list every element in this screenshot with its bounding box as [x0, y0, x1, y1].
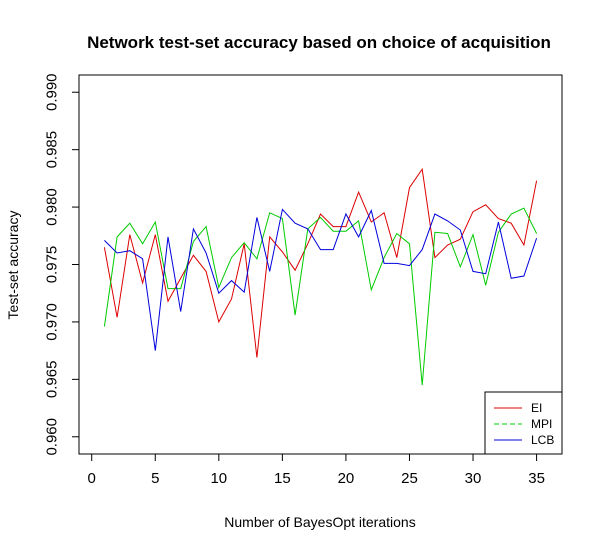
legend-box [484, 391, 563, 455]
chart-title: Network test-set accuracy based on choic… [87, 33, 551, 52]
y-tick-label: 0.960 [44, 418, 61, 456]
y-tick-label: 0.985 [44, 131, 61, 169]
y-tick-label: 0.990 [44, 73, 61, 111]
x-tick-label: 35 [528, 470, 545, 487]
x-tick-label: 10 [210, 470, 227, 487]
y-tick-label: 0.980 [44, 188, 61, 226]
series-line-lcb [104, 208, 538, 351]
x-tick-label: 20 [338, 470, 355, 487]
legend-label-ei: EI [531, 401, 542, 415]
legend-label-mpi: MPI [531, 417, 552, 431]
x-axis-ticks: 0 5 10 15 20 25 30 35 [88, 454, 545, 487]
y-tick-label: 0.975 [44, 246, 61, 284]
legend-label-lcb: LCB [531, 433, 554, 447]
series-lines [103, 167, 538, 386]
y-axis-title: Test-set accuracy [5, 211, 21, 320]
x-tick-label: 25 [401, 470, 418, 487]
y-tick-label: 0.970 [44, 303, 61, 341]
y-axis-ticks: 0.960 0.965 0.970 0.975 0.980 0.985 0.990 [44, 73, 79, 456]
x-axis-title: Number of BayesOpt iterations [224, 514, 415, 530]
x-tick-label: 0 [88, 470, 96, 487]
x-tick-label: 5 [151, 470, 159, 487]
legend: EI MPI LCB [484, 391, 563, 455]
x-tick-label: 15 [274, 470, 291, 487]
x-tick-label: 30 [465, 470, 482, 487]
y-tick-label: 0.965 [44, 361, 61, 399]
